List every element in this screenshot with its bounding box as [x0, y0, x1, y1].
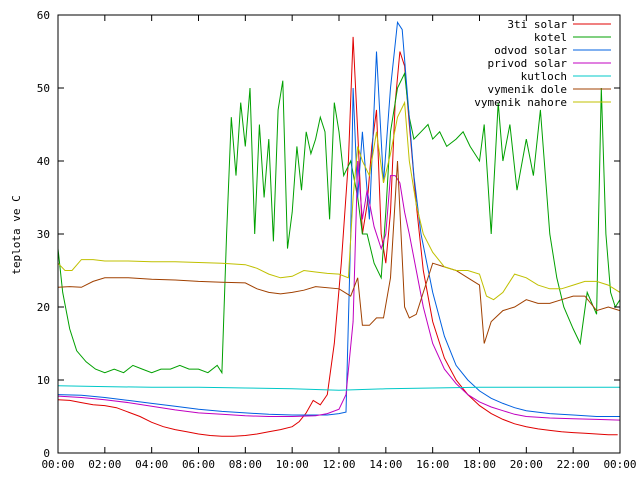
legend-label: vymenik dole [488, 83, 567, 96]
legend-label: privod solar [488, 57, 568, 70]
legend-label: 3ti solar [507, 18, 567, 31]
axis-layer: 0 10 20 30 40 50 60 00:00 02:00 04:00 06:00 08:00 10… [37, 9, 637, 471]
y-tick-label: 10 [37, 374, 50, 387]
x-tick-label: 06:00 [182, 458, 215, 471]
x-tick-label: 04:00 [135, 458, 168, 471]
x-tick-label: 18:00 [463, 458, 496, 471]
y-tick-label: 60 [37, 9, 50, 22]
y-axis-label: teplota ve C [10, 195, 23, 274]
legend-label: odvod solar [494, 44, 567, 57]
y-tick-label: 30 [37, 228, 50, 241]
x-tick-label: 00:00 [41, 458, 74, 471]
x-tick-label: 20:00 [510, 458, 543, 471]
legend-label: vymenik nahore [474, 96, 567, 109]
series-line-kutloch [57, 385, 620, 391]
series-line-privod-solar [57, 160, 621, 421]
plot-frame [57, 14, 621, 454]
x-tick-label: 08:00 [229, 458, 262, 471]
series-line-vymenik-dole [57, 160, 621, 344]
y-tick-label: 20 [37, 301, 50, 314]
series-layer [57, 20, 621, 437]
x-tick-label: 22:00 [557, 458, 590, 471]
legend-label: kotel [534, 31, 567, 44]
series-line-kotel [57, 71, 621, 375]
legend-label: kutloch [521, 70, 567, 83]
y-tick-label: 0 [43, 447, 50, 460]
series-line-3ti-solar [57, 36, 618, 437]
x-tick-label: 02:00 [88, 458, 121, 471]
y-tick-label: 50 [37, 82, 50, 95]
x-tick-label: 16:00 [416, 458, 449, 471]
x-tick-label: 00:00 [603, 458, 636, 471]
y-tick-label: 40 [37, 155, 50, 168]
x-tick-label: 12:00 [322, 458, 355, 471]
series-line-odvod-solar [57, 20, 620, 417]
x-tick-label: 10:00 [276, 458, 309, 471]
series-line-vymenik-nahore [57, 100, 621, 301]
x-tick-label: 14:00 [369, 458, 402, 471]
